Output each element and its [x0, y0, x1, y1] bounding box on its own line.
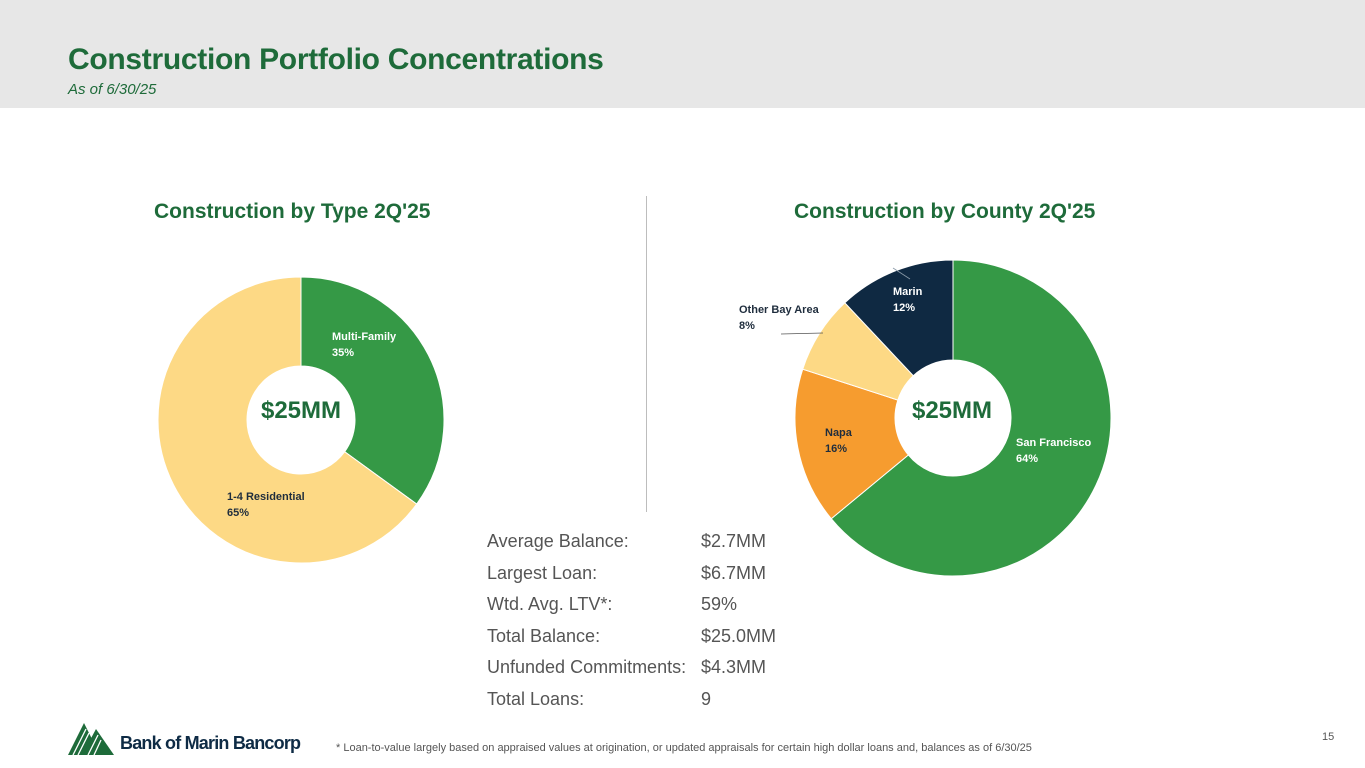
stat-label: Unfunded Commitments: — [487, 657, 687, 678]
stat-value: 59% — [701, 594, 738, 615]
data-label-other-bay-area: Other Bay Area 8% — [739, 304, 820, 332]
county-chart-title: Construction by County 2Q'25 — [794, 200, 1096, 223]
stat-row: Wtd. Avg. LTV*: 59% — [487, 589, 776, 621]
stat-row: Total Loans: 9 — [487, 684, 776, 716]
data-label-multi-family: Multi-Family 35% — [332, 331, 397, 359]
stat-value: $25.0MM — [701, 625, 777, 646]
stat-value: $6.7MM — [701, 562, 767, 583]
slice-marin — [844, 259, 954, 377]
slice-napa — [794, 368, 910, 520]
footnote: * Loan-to-value largely based on apprais… — [336, 742, 1032, 754]
stat-label: Total Loans: — [487, 688, 585, 709]
stat-value: 9 — [701, 688, 712, 709]
data-label-1-4-residential: 1-4 Residential 65% — [227, 491, 305, 519]
chart-divider — [646, 196, 647, 512]
type-chart-title: Construction by Type 2Q'25 — [154, 200, 431, 223]
page-subtitle: As of 6/30/25 — [68, 81, 157, 98]
leader-line-marin — [892, 267, 911, 280]
company-logo: Bank of Marin Bancorp — [68, 719, 301, 759]
data-label-san-francisco: San Francisco 64% — [1016, 437, 1091, 465]
company-name: Bank of Marin Bancorp — [120, 733, 301, 753]
stat-label: Total Balance: — [487, 625, 601, 646]
page-number: 15 — [1322, 731, 1335, 743]
mountain-logo-icon — [68, 723, 114, 756]
stat-label: Average Balance: — [487, 531, 629, 551]
leader-line-other-bay-area — [780, 332, 824, 335]
stat-label: Wtd. Avg. LTV*: — [487, 594, 613, 615]
slice-1-4-residential — [157, 276, 418, 564]
county-center-label: $25MM — [911, 397, 993, 424]
data-label-napa: Napa 16% — [825, 427, 853, 455]
stat-row: Total Balance: $25.0MM — [487, 621, 776, 653]
slice-san-francisco — [830, 259, 1112, 577]
data-label-marin: Marin 12% — [893, 286, 923, 314]
portfolio-stats: Average Balance: $2.7MM Largest Loan: $6.7… — [487, 526, 776, 716]
stat-label: Largest Loan: — [487, 562, 598, 583]
page-title: Construction Portfolio Concentrations — [68, 43, 604, 76]
stat-row: Unfunded Commitments: $4.3MM — [487, 652, 776, 684]
header-band: Construction Portfolio Concentrations As… — [0, 0, 1365, 108]
slice-multi-family — [300, 276, 445, 505]
stat-row: Largest Loan: $6.7MM — [487, 558, 776, 590]
stat-value: $2.7MM — [701, 531, 767, 551]
type-center-label: $25MM — [260, 397, 342, 424]
stat-row: Average Balance: $2.7MM — [487, 526, 776, 558]
stat-value: $4.3MM — [701, 657, 767, 678]
